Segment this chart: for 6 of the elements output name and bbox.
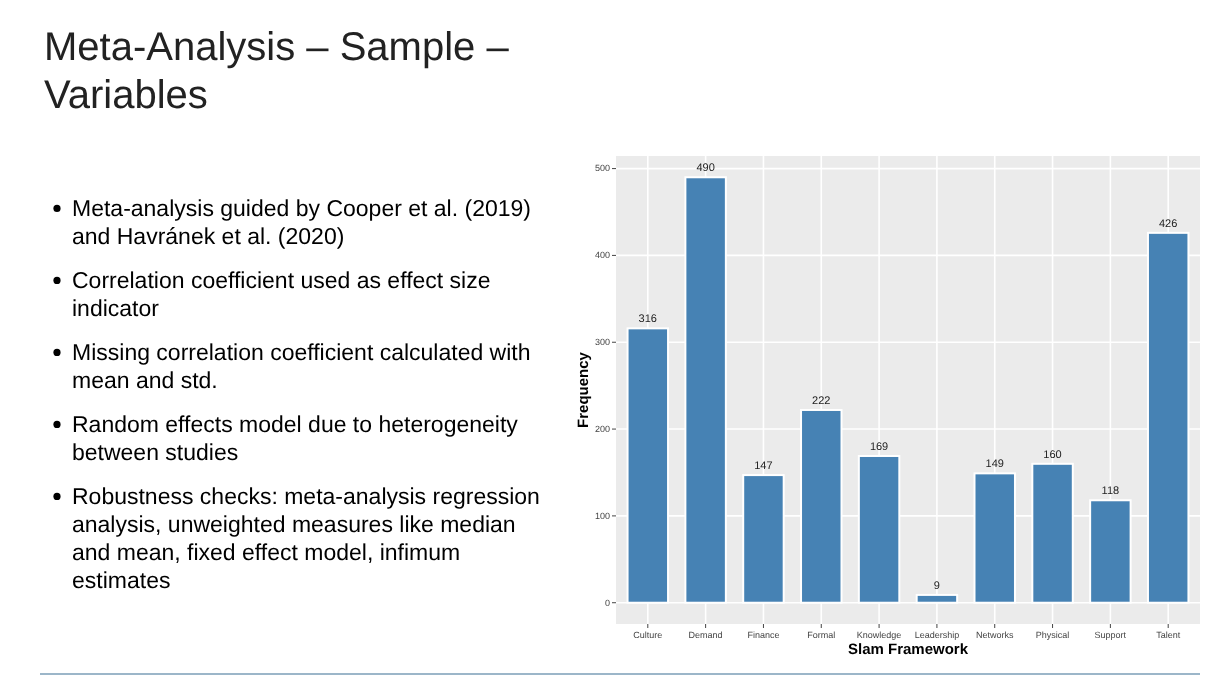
text: Correlation coefficient used as effect size indicator (72, 270, 491, 322)
text: Robustness checks: meta-analysis regression analysis, unweighted measures like median and mean, fixed effect model, infimum estimates (72, 486, 540, 594)
text: Missing correlation coefficient calculated with mean and std. (72, 342, 531, 394)
text: Random effects model due to heterogeneity between studies (72, 414, 519, 466)
text: Meta-analysis guided by Cooper et al. (2019) and Havránek et al. (2020) (72, 198, 532, 250)
text: Meta-Analysis – Sample – Variables (44, 26, 511, 118)
